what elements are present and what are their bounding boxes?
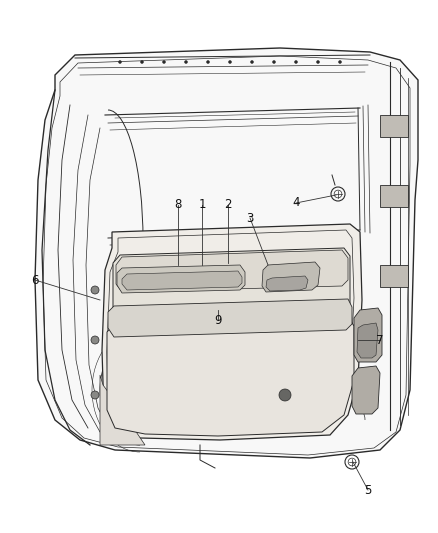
Text: 1: 1: [198, 198, 206, 212]
Circle shape: [272, 61, 276, 63]
Text: 5: 5: [364, 483, 372, 497]
Polygon shape: [357, 323, 378, 358]
Bar: [380, 115, 408, 137]
Circle shape: [279, 389, 291, 401]
Circle shape: [91, 391, 99, 399]
Polygon shape: [107, 318, 354, 436]
Circle shape: [229, 61, 232, 63]
Circle shape: [119, 61, 121, 63]
Polygon shape: [102, 224, 362, 440]
Circle shape: [184, 61, 187, 63]
Text: 7: 7: [376, 334, 384, 346]
Text: 2: 2: [224, 198, 232, 212]
Circle shape: [91, 286, 99, 294]
Text: 3: 3: [246, 212, 254, 224]
Circle shape: [91, 336, 99, 344]
Circle shape: [162, 61, 166, 63]
Circle shape: [251, 61, 254, 63]
Circle shape: [339, 61, 342, 63]
Polygon shape: [100, 375, 145, 445]
Polygon shape: [266, 276, 308, 291]
Polygon shape: [117, 265, 245, 293]
Bar: [380, 265, 408, 287]
Bar: [380, 185, 408, 207]
Circle shape: [206, 61, 209, 63]
Circle shape: [141, 61, 144, 63]
Text: 4: 4: [292, 197, 300, 209]
Polygon shape: [108, 299, 352, 337]
Text: 6: 6: [31, 273, 39, 287]
Polygon shape: [35, 48, 418, 458]
Polygon shape: [116, 250, 348, 292]
Text: 8: 8: [174, 198, 182, 212]
Text: 9: 9: [214, 313, 222, 327]
Circle shape: [317, 61, 319, 63]
Polygon shape: [113, 248, 350, 325]
Polygon shape: [262, 262, 320, 292]
Circle shape: [294, 61, 297, 63]
Polygon shape: [352, 366, 380, 414]
Polygon shape: [354, 308, 382, 362]
Polygon shape: [122, 271, 242, 290]
